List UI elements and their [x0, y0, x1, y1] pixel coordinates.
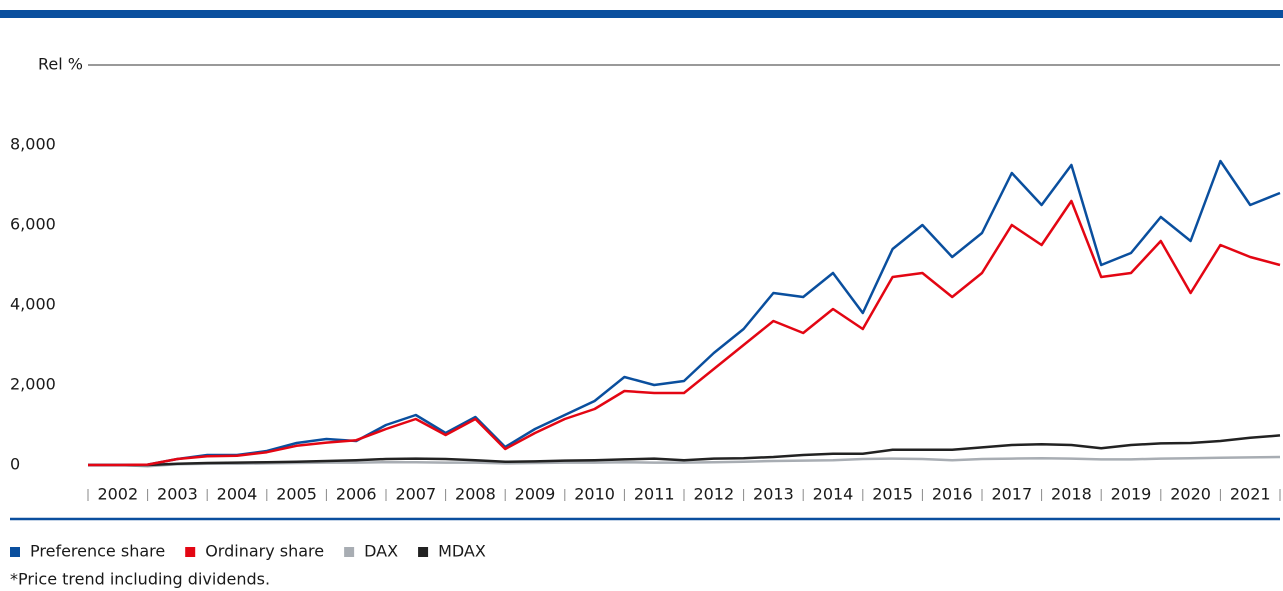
x-tick-label: 2013	[753, 485, 794, 504]
legend-swatch	[185, 547, 196, 557]
y-tick-label: 6,000	[10, 215, 56, 234]
series-line	[88, 199, 1281, 467]
legend-label: DAX	[364, 542, 398, 561]
x-tick-label: 2014	[813, 485, 854, 504]
x-tick-label: 2004	[217, 485, 258, 504]
legend-swatch	[344, 547, 355, 557]
legend-label: Ordinary share	[205, 542, 324, 561]
footnote: *Price trend including dividends.	[10, 570, 270, 589]
x-tick-label: 2017	[991, 485, 1032, 504]
series-line	[88, 434, 1281, 467]
x-tick-label: 2012	[693, 485, 734, 504]
x-tick-label: 2005	[276, 485, 317, 504]
x-tick-label: 2006	[336, 485, 377, 504]
x-tick-label: 2003	[157, 485, 198, 504]
x-tick-label: 2021	[1230, 485, 1271, 504]
x-tick-label: 2020	[1170, 485, 1211, 504]
top-bar	[0, 10, 1283, 18]
x-tick-label: 2009	[515, 485, 556, 504]
x-tick-label: 2016	[932, 485, 973, 504]
x-tick-label: 2011	[634, 485, 675, 504]
y-tick-label: 4,000	[10, 295, 56, 314]
x-tick-label: 2002	[97, 485, 138, 504]
x-tick-label: 2007	[395, 485, 436, 504]
x-tick-label: 2015	[872, 485, 913, 504]
y-tick-label: 0	[10, 455, 20, 474]
y-tick-label: 2,000	[10, 375, 56, 394]
y-axis-label: Rel %	[38, 55, 83, 74]
x-tick-label: 2018	[1051, 485, 1092, 504]
y-tick-label: 8,000	[10, 135, 56, 154]
legend-label: Preference share	[30, 542, 165, 561]
legend-swatch	[418, 547, 429, 557]
legend-swatch	[10, 547, 20, 557]
x-tick-label: 2008	[455, 485, 496, 504]
legend-label: MDAX	[438, 542, 486, 561]
series-line	[88, 159, 1281, 467]
x-tick-label: 2019	[1111, 485, 1152, 504]
x-tick-label: 2010	[574, 485, 615, 504]
